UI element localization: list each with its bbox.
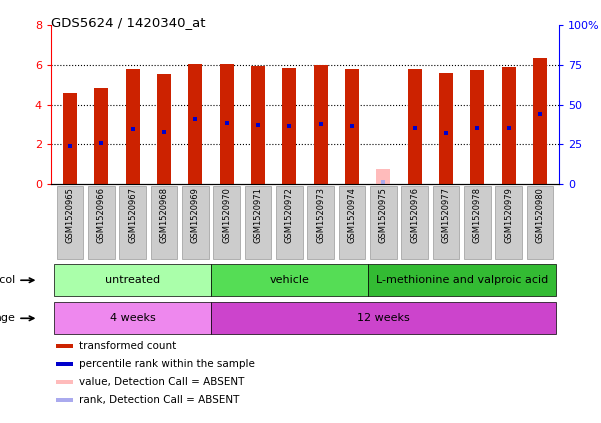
Bar xyxy=(376,169,391,184)
Bar xyxy=(54,264,211,297)
Text: 4 weeks: 4 weeks xyxy=(110,313,156,323)
Text: GSM1520967: GSM1520967 xyxy=(128,187,137,243)
Bar xyxy=(56,362,73,366)
Text: GSM1520972: GSM1520972 xyxy=(285,187,294,243)
Bar xyxy=(368,264,556,297)
Text: GSM1520978: GSM1520978 xyxy=(473,187,482,243)
Bar xyxy=(464,186,491,258)
Bar xyxy=(63,93,77,184)
Bar xyxy=(251,66,265,184)
Bar xyxy=(188,64,203,184)
Text: GSM1520975: GSM1520975 xyxy=(379,187,388,243)
Bar xyxy=(307,186,334,258)
Text: L-methionine and valproic acid: L-methionine and valproic acid xyxy=(376,275,548,285)
Text: protocol: protocol xyxy=(0,275,16,285)
Bar xyxy=(219,64,234,184)
Text: GSM1520976: GSM1520976 xyxy=(410,187,419,243)
Bar xyxy=(245,186,271,258)
Text: GSM1520973: GSM1520973 xyxy=(316,187,325,243)
Text: untreated: untreated xyxy=(105,275,160,285)
Bar xyxy=(533,58,547,184)
Bar xyxy=(339,186,365,258)
Text: age: age xyxy=(0,313,16,323)
Text: value, Detection Call = ABSENT: value, Detection Call = ABSENT xyxy=(79,377,245,387)
Bar xyxy=(211,264,368,297)
Bar xyxy=(94,88,108,184)
Bar xyxy=(433,186,459,258)
Bar xyxy=(314,65,328,184)
Bar xyxy=(211,302,556,335)
Bar xyxy=(213,186,240,258)
Text: vehicle: vehicle xyxy=(269,275,310,285)
Text: GSM1520965: GSM1520965 xyxy=(66,187,75,243)
Bar xyxy=(439,73,453,184)
Bar xyxy=(407,69,422,184)
Bar xyxy=(88,186,115,258)
Text: GDS5624 / 1420340_at: GDS5624 / 1420340_at xyxy=(51,16,206,29)
Bar xyxy=(56,186,83,258)
Text: GSM1520966: GSM1520966 xyxy=(97,187,106,243)
Text: GSM1520970: GSM1520970 xyxy=(222,187,231,243)
Bar xyxy=(182,186,209,258)
Text: GSM1520969: GSM1520969 xyxy=(191,187,200,243)
Bar xyxy=(495,186,522,258)
Text: rank, Detection Call = ABSENT: rank, Detection Call = ABSENT xyxy=(79,395,239,405)
Bar xyxy=(151,186,177,258)
Text: GSM1520974: GSM1520974 xyxy=(347,187,356,243)
Bar xyxy=(370,186,397,258)
Bar xyxy=(345,69,359,184)
Bar xyxy=(527,186,554,258)
Text: 12 weeks: 12 weeks xyxy=(357,313,410,323)
Bar xyxy=(282,68,296,184)
Bar xyxy=(502,67,516,184)
Text: GSM1520968: GSM1520968 xyxy=(159,187,168,243)
Bar xyxy=(54,302,211,335)
Text: GSM1520980: GSM1520980 xyxy=(535,187,545,243)
Bar xyxy=(157,74,171,184)
Bar xyxy=(126,69,139,184)
Text: percentile rank within the sample: percentile rank within the sample xyxy=(79,359,255,369)
Bar xyxy=(56,380,73,384)
Text: GSM1520977: GSM1520977 xyxy=(442,187,451,243)
Bar xyxy=(471,70,484,184)
Bar xyxy=(56,398,73,402)
Bar xyxy=(276,186,303,258)
Text: GSM1520979: GSM1520979 xyxy=(504,187,513,243)
Text: transformed count: transformed count xyxy=(79,341,176,352)
Bar xyxy=(119,186,146,258)
Bar xyxy=(56,344,73,349)
Bar xyxy=(401,186,428,258)
Text: GSM1520971: GSM1520971 xyxy=(254,187,263,243)
